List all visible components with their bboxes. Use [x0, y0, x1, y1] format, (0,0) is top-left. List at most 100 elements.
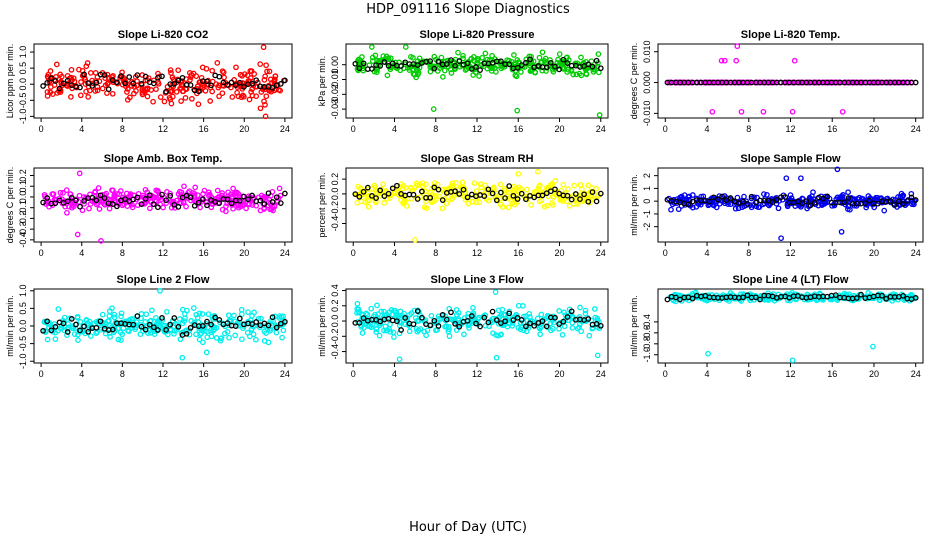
data-point [495, 307, 502, 314]
data-point [253, 77, 260, 84]
data-point [276, 185, 283, 192]
data-point [264, 68, 270, 75]
data-point [468, 66, 475, 72]
data-point [109, 90, 116, 97]
y-axis-label: ml/min per min. [629, 174, 639, 236]
scatter-points [352, 168, 604, 243]
x-tick-label: 16 [199, 248, 209, 258]
x-tick-label: 0 [39, 124, 44, 134]
x-tick-label: 24 [596, 124, 606, 134]
data-point [900, 201, 906, 207]
data-point [881, 207, 888, 214]
data-point [744, 201, 751, 207]
data-point [77, 84, 83, 91]
scatter-points [664, 289, 919, 364]
data-point [511, 187, 518, 194]
data-point [85, 94, 92, 100]
data-point [56, 197, 63, 204]
data-point [134, 313, 141, 319]
y-tick-label: -0.4 [18, 232, 28, 248]
data-point [104, 71, 111, 78]
data-point [375, 311, 382, 317]
data-point [178, 98, 184, 104]
data-point [515, 171, 522, 177]
y-tick-label: 0.2 [330, 173, 340, 186]
data-point [438, 54, 445, 61]
data-point [550, 325, 556, 332]
data-point [183, 330, 190, 337]
y-tick-label: -1.0 [18, 353, 28, 369]
data-point [560, 56, 567, 63]
data-point [803, 198, 810, 205]
x-tick-label: 4 [705, 369, 710, 379]
data-point [176, 316, 183, 322]
x-tick-label: 4 [79, 124, 84, 134]
data-point [97, 318, 104, 325]
data-point [101, 72, 108, 78]
data-point [538, 311, 545, 318]
data-point [219, 82, 226, 89]
data-point [262, 73, 268, 80]
x-tick-label: 24 [280, 124, 290, 134]
data-point [220, 79, 227, 86]
panel-title: Slope Line 3 Flow [431, 274, 524, 286]
data-point [757, 296, 763, 303]
data-point [377, 187, 384, 194]
y-tick-label: -1.0 [642, 347, 652, 363]
data-point [585, 316, 592, 322]
data-point [91, 189, 98, 196]
data-point [593, 185, 600, 192]
data-point [410, 191, 417, 198]
data-point [248, 89, 254, 95]
data-point [446, 333, 453, 340]
data-point [481, 193, 488, 199]
data-point [752, 199, 759, 206]
data-point [476, 73, 482, 79]
data-point [262, 101, 268, 108]
data-point [280, 327, 287, 334]
data-point [732, 205, 739, 212]
y-tick-label: -0.01 [330, 69, 340, 90]
data-point [207, 98, 214, 104]
data-point [443, 323, 450, 329]
data-point [561, 323, 568, 330]
data-point [177, 336, 184, 343]
data-point [137, 331, 144, 338]
data-point [664, 296, 671, 303]
data-point [523, 186, 530, 193]
data-point [469, 198, 476, 205]
data-point [195, 199, 202, 206]
data-point [811, 199, 818, 206]
data-point [75, 198, 82, 205]
data-point [568, 308, 575, 315]
data-point [387, 55, 394, 62]
x-tick-label: 24 [280, 248, 290, 258]
data-point [92, 196, 99, 202]
data-point [891, 201, 898, 208]
data-point [109, 74, 115, 80]
data-point [502, 318, 508, 325]
data-point [109, 77, 116, 83]
data-point [666, 79, 673, 86]
data-point [119, 331, 126, 338]
data-point [150, 324, 157, 331]
data-point [47, 68, 54, 74]
data-point [224, 82, 231, 88]
data-point [416, 181, 423, 188]
y-tick-label: -2 [642, 223, 652, 231]
data-point [201, 187, 208, 194]
data-point [232, 323, 239, 329]
data-point [216, 200, 223, 206]
data-point [493, 332, 499, 338]
data-point [150, 80, 157, 87]
data-point [514, 196, 521, 202]
data-point [709, 108, 716, 115]
data-point [723, 197, 730, 204]
data-point [171, 315, 178, 321]
data-point [594, 352, 601, 359]
data-point [477, 323, 483, 330]
data-point [452, 62, 458, 69]
x-tick-label: 24 [596, 369, 606, 379]
